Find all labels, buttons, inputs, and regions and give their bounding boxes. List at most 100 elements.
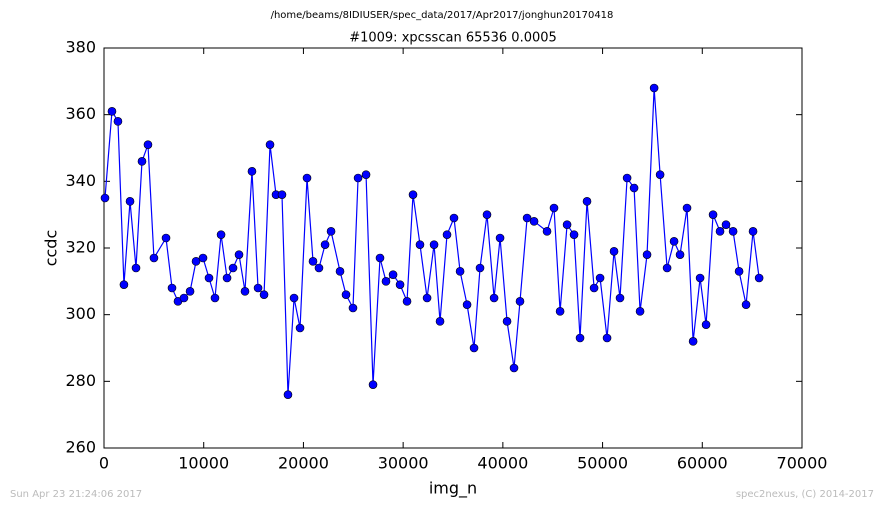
data-point — [198, 253, 208, 263]
x-tick-label: 70000 — [777, 454, 828, 473]
data-point — [635, 307, 645, 316]
data-point — [143, 140, 153, 149]
data-point — [216, 230, 226, 239]
data-point — [715, 227, 725, 236]
data-point — [489, 293, 499, 303]
data-point — [388, 270, 398, 279]
data-point — [283, 390, 293, 399]
data-point — [289, 293, 299, 303]
data-point — [575, 333, 585, 343]
data-point — [113, 117, 123, 126]
data-point — [522, 213, 532, 223]
data-point — [662, 263, 672, 273]
data-point — [429, 240, 439, 249]
x-tick-label: 30000 — [378, 454, 429, 473]
data-point — [582, 197, 592, 206]
data-point — [741, 300, 751, 309]
data-point — [629, 183, 639, 193]
data-point — [462, 300, 472, 309]
data-point — [361, 170, 371, 179]
data-point — [701, 320, 711, 329]
data-point — [695, 273, 705, 283]
data-point — [259, 290, 269, 299]
x-tick-label: 50000 — [577, 454, 628, 473]
data-point — [675, 250, 685, 259]
data-point — [228, 263, 238, 273]
data-point — [422, 293, 432, 303]
data-point — [455, 267, 465, 276]
data-point — [314, 263, 324, 273]
data-point — [191, 257, 201, 266]
x-tick-label: 10000 — [178, 454, 229, 473]
data-point — [353, 173, 363, 183]
data-point — [240, 287, 250, 296]
x-tick-label: 40000 — [477, 454, 528, 473]
data-point — [295, 323, 305, 333]
data-point — [335, 267, 345, 276]
y-tick-label: 300 — [65, 304, 96, 323]
data-point — [562, 220, 572, 229]
data-point — [253, 283, 263, 293]
x-axis-label: img_n — [429, 479, 477, 499]
data-point — [167, 283, 177, 293]
data-point — [754, 273, 764, 283]
data-point — [734, 267, 744, 276]
data-point — [408, 190, 418, 199]
x-tick-label: 60000 — [677, 454, 728, 473]
data-point — [210, 293, 220, 303]
data-point — [100, 193, 110, 203]
data-point — [475, 263, 485, 273]
data-point — [161, 233, 171, 243]
data-point — [381, 277, 391, 286]
chart-title: #1009: xpcsscan 65536 0.0005 — [349, 31, 557, 46]
suptitle: /home/beams/8IDIUSER/spec_data/2017/Apr2… — [271, 10, 614, 21]
data-point — [131, 263, 141, 273]
footer-right: spec2nexus, (C) 2014-2017 — [736, 489, 874, 500]
data-point — [222, 273, 232, 283]
data-point — [320, 240, 330, 249]
data-point — [302, 173, 312, 183]
data-point — [509, 363, 519, 373]
data-point — [622, 173, 632, 183]
data-point — [469, 343, 479, 353]
data-point — [682, 203, 692, 213]
data-point — [495, 233, 505, 243]
data-point — [728, 227, 738, 236]
data-point — [326, 227, 336, 236]
data-point — [569, 230, 579, 239]
y-axis-label: ccdc — [42, 230, 61, 267]
data-point — [669, 237, 679, 246]
data-point — [277, 190, 287, 199]
data-point — [589, 283, 599, 293]
x-tick-label: 20000 — [278, 454, 329, 473]
x-tick-label: 0 — [99, 454, 109, 473]
data-point — [435, 317, 445, 326]
data-point — [119, 280, 129, 289]
data-point — [602, 333, 612, 343]
data-point — [649, 83, 659, 93]
data-point — [529, 217, 539, 226]
y-tick-label: 360 — [65, 104, 96, 123]
data-point — [502, 317, 512, 326]
data-point — [549, 203, 559, 213]
data-point — [515, 297, 525, 306]
data-point — [748, 227, 758, 236]
data-point — [555, 307, 565, 316]
data-point — [402, 297, 412, 306]
data-point — [348, 303, 358, 313]
data-point — [642, 250, 652, 259]
data-point — [308, 257, 318, 266]
y-tick-label: 320 — [65, 238, 96, 257]
data-line — [104, 87, 760, 395]
y-tick-label: 380 — [65, 38, 96, 57]
data-point — [688, 337, 698, 346]
data-point — [149, 253, 159, 263]
data-point — [107, 107, 117, 116]
data-point — [125, 197, 135, 206]
data-point — [482, 210, 492, 219]
data-point — [721, 220, 731, 229]
y-tick-label: 340 — [65, 171, 96, 190]
data-point — [442, 230, 452, 239]
data-point — [204, 273, 214, 283]
